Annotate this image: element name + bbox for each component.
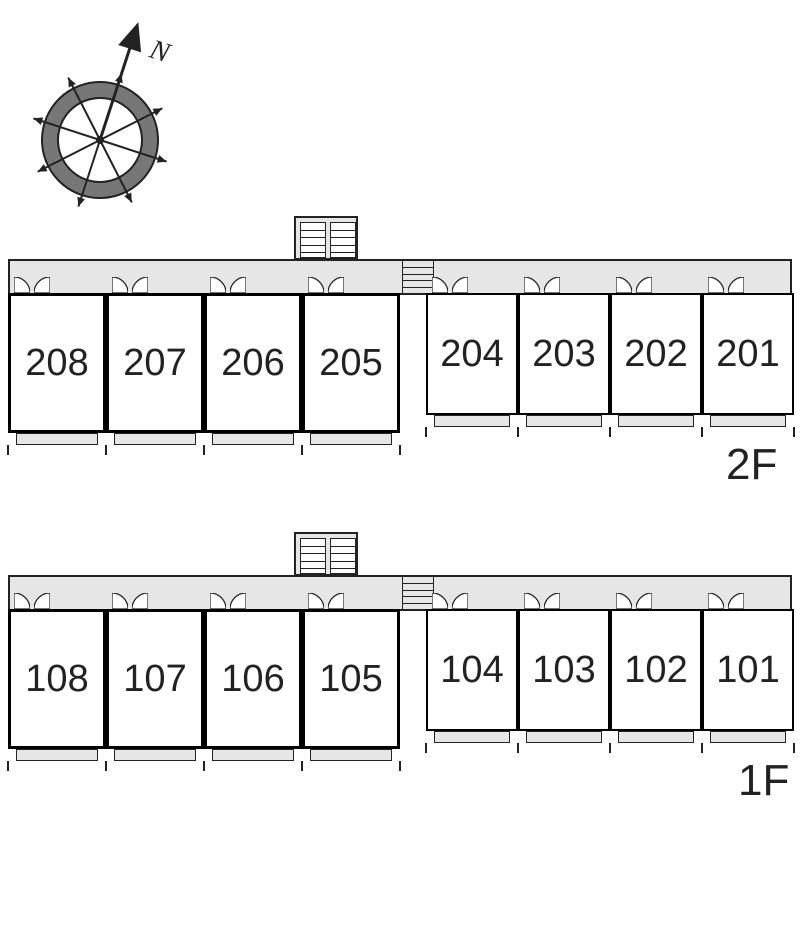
room-label-208: 208 <box>25 342 88 385</box>
room-label-108: 108 <box>25 658 88 701</box>
balcony-205 <box>310 433 392 445</box>
room-202: 202 <box>610 293 702 415</box>
balcony-208 <box>16 433 98 445</box>
room-105: 105 <box>302 609 400 749</box>
room-203: 203 <box>518 293 610 415</box>
balcony-204 <box>434 415 510 427</box>
room-103: 103 <box>518 609 610 731</box>
room-label-107: 107 <box>123 658 186 701</box>
door-101-a <box>708 593 724 609</box>
door-104-b <box>452 593 468 609</box>
balcony-105 <box>310 749 392 761</box>
door-201-a <box>708 277 724 293</box>
room-label-104: 104 <box>440 649 503 692</box>
room-label-106: 106 <box>221 658 284 701</box>
room-label-204: 204 <box>440 333 503 376</box>
door-208-b <box>34 277 50 293</box>
balcony-101 <box>710 731 786 743</box>
door-202-a <box>616 277 632 293</box>
door-207-a <box>112 277 128 293</box>
stair-1f <box>294 532 358 576</box>
balcony-103 <box>526 731 602 743</box>
door-103-a <box>524 593 540 609</box>
door-107-a <box>112 593 128 609</box>
door-205-a <box>308 277 324 293</box>
balcony-201 <box>710 415 786 427</box>
door-204-b <box>452 277 468 293</box>
door-204-a <box>432 277 448 293</box>
door-106-a <box>210 593 226 609</box>
floor-label-2f: 2F <box>726 440 777 490</box>
room-label-202: 202 <box>624 333 687 376</box>
room-205: 205 <box>302 293 400 433</box>
room-label-102: 102 <box>624 649 687 692</box>
room-102: 102 <box>610 609 702 731</box>
floorplan-canvas: N 208 207 206 205 204 203 202 201 2F 108 107 106 105… <box>0 0 800 940</box>
balcony-203 <box>526 415 602 427</box>
door-207-b <box>132 277 148 293</box>
door-203-b <box>544 277 560 293</box>
room-101: 101 <box>702 609 794 731</box>
room-label-207: 207 <box>123 342 186 385</box>
room-106: 106 <box>204 609 302 749</box>
door-107-b <box>132 593 148 609</box>
room-208: 208 <box>8 293 106 433</box>
balcony-108 <box>16 749 98 761</box>
room-label-205: 205 <box>319 342 382 385</box>
steps-2f <box>402 260 434 294</box>
stair-2f <box>294 216 358 260</box>
balcony-202 <box>618 415 694 427</box>
door-104-a <box>432 593 448 609</box>
room-label-206: 206 <box>221 342 284 385</box>
balcony-106 <box>212 749 294 761</box>
door-106-b <box>230 593 246 609</box>
balcony-107 <box>114 749 196 761</box>
room-label-203: 203 <box>532 333 595 376</box>
room-206: 206 <box>204 293 302 433</box>
door-205-b <box>328 277 344 293</box>
room-label-103: 103 <box>532 649 595 692</box>
door-203-a <box>524 277 540 293</box>
door-202-b <box>636 277 652 293</box>
room-108: 108 <box>8 609 106 749</box>
room-207: 207 <box>106 293 204 433</box>
room-104: 104 <box>426 609 518 731</box>
floor-label-1f: 1F <box>738 756 789 806</box>
door-206-a <box>210 277 226 293</box>
balcony-102 <box>618 731 694 743</box>
balcony-104 <box>434 731 510 743</box>
door-206-b <box>230 277 246 293</box>
door-108-b <box>34 593 50 609</box>
door-105-b <box>328 593 344 609</box>
room-204: 204 <box>426 293 518 415</box>
compass-icon: N <box>20 10 190 210</box>
door-102-b <box>636 593 652 609</box>
balcony-206 <box>212 433 294 445</box>
door-102-a <box>616 593 632 609</box>
door-101-b <box>728 593 744 609</box>
room-201: 201 <box>702 293 794 415</box>
room-107: 107 <box>106 609 204 749</box>
room-label-201: 201 <box>716 333 779 376</box>
door-208-a <box>14 277 30 293</box>
room-label-105: 105 <box>319 658 382 701</box>
room-label-101: 101 <box>716 649 779 692</box>
door-108-a <box>14 593 30 609</box>
steps-1f <box>402 576 434 610</box>
door-103-b <box>544 593 560 609</box>
door-105-a <box>308 593 324 609</box>
door-201-b <box>728 277 744 293</box>
svg-text:N: N <box>145 34 175 70</box>
balcony-207 <box>114 433 196 445</box>
